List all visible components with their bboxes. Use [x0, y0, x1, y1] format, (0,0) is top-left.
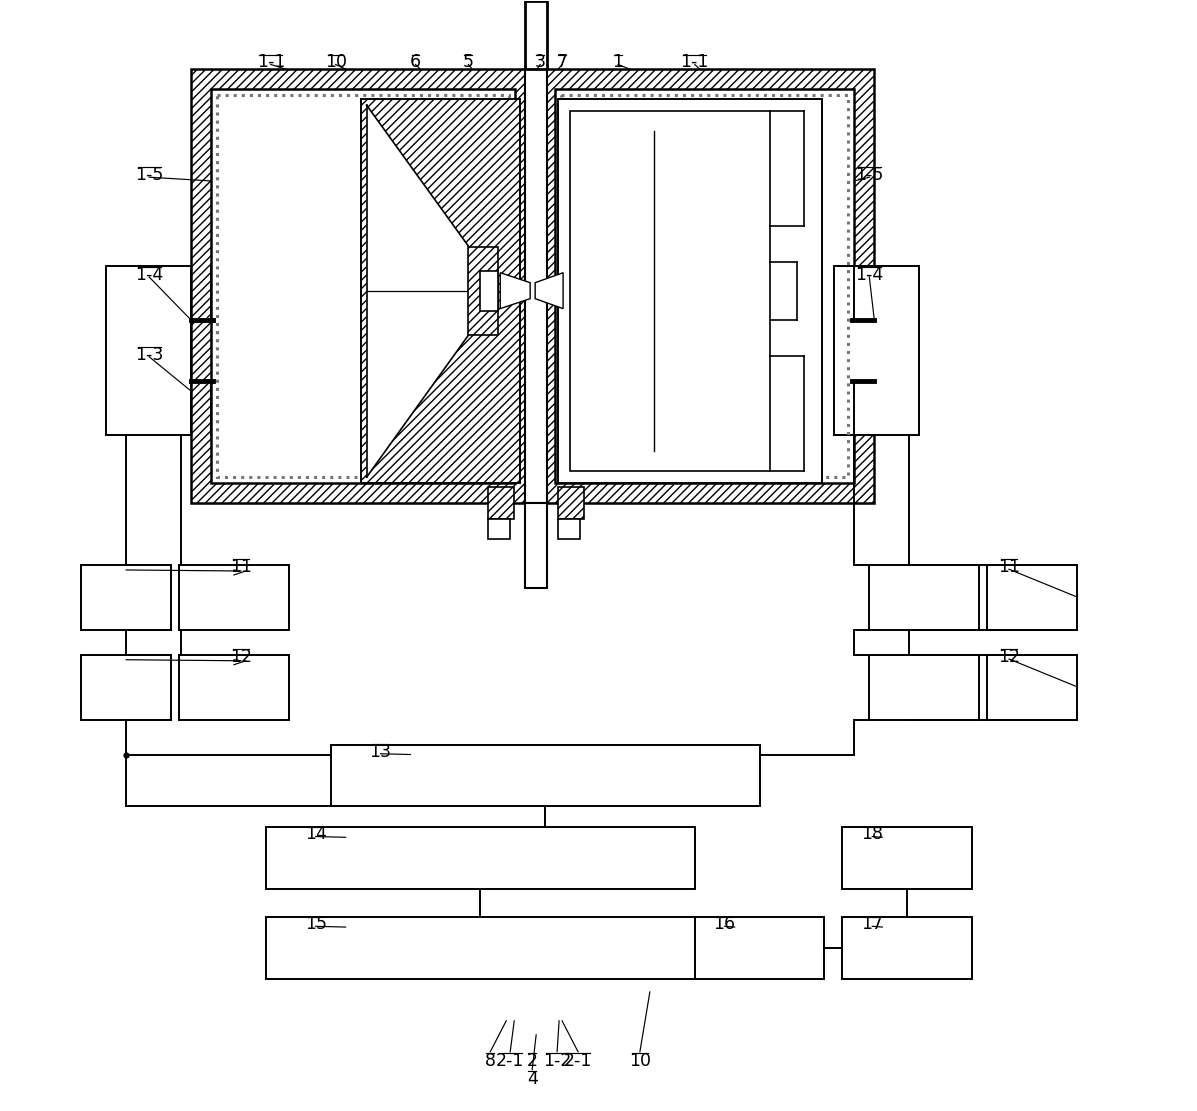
Bar: [180, 654, 288, 720]
Text: 1-4: 1-4: [135, 266, 163, 283]
Bar: [488, 519, 510, 539]
Bar: [988, 654, 1077, 720]
Polygon shape: [535, 272, 563, 309]
Bar: [192, 69, 535, 503]
Bar: [468, 247, 498, 334]
Bar: [558, 99, 822, 483]
Text: 12: 12: [230, 648, 251, 665]
Text: 2-1: 2-1: [496, 1052, 524, 1070]
Bar: [107, 266, 192, 436]
Text: 10: 10: [628, 1052, 651, 1070]
Bar: [525, 69, 547, 503]
Bar: [869, 654, 979, 720]
Bar: [81, 654, 171, 720]
Text: 6: 6: [409, 53, 421, 71]
Text: 2: 2: [527, 1052, 537, 1070]
Text: 1-2: 1-2: [543, 1052, 571, 1070]
Bar: [988, 565, 1077, 630]
Text: 4: 4: [527, 1070, 537, 1088]
Text: 17: 17: [862, 915, 883, 933]
Text: 16: 16: [713, 915, 736, 933]
Text: 15: 15: [305, 915, 327, 933]
Polygon shape: [500, 272, 530, 309]
Text: 1-4: 1-4: [855, 266, 883, 283]
Bar: [694, 917, 825, 979]
Text: 2-1: 2-1: [564, 1052, 593, 1070]
Text: 5: 5: [463, 53, 474, 71]
Text: 11: 11: [230, 558, 251, 575]
Text: 13: 13: [370, 742, 391, 761]
Bar: [81, 565, 171, 630]
Bar: [843, 917, 972, 979]
Bar: [180, 565, 288, 630]
Bar: [558, 519, 581, 539]
Bar: [525, 503, 547, 588]
Text: 7: 7: [557, 53, 567, 71]
Bar: [869, 565, 979, 630]
Bar: [217, 96, 509, 478]
Bar: [480, 271, 498, 311]
Text: 1-5: 1-5: [135, 166, 163, 184]
Bar: [561, 96, 849, 478]
Text: 8: 8: [485, 1052, 496, 1070]
Bar: [525, 1, 547, 69]
Text: 11: 11: [998, 558, 1020, 575]
Text: 1: 1: [613, 53, 624, 71]
Bar: [843, 828, 972, 889]
Text: 14: 14: [305, 825, 327, 843]
Bar: [266, 828, 694, 889]
Bar: [555, 89, 855, 483]
Text: 1-3: 1-3: [135, 346, 163, 363]
Text: 12: 12: [998, 648, 1020, 665]
Bar: [834, 266, 919, 436]
Text: 18: 18: [862, 825, 883, 843]
Text: 3: 3: [535, 53, 546, 71]
Polygon shape: [366, 106, 470, 478]
Bar: [211, 89, 515, 483]
Bar: [330, 744, 760, 807]
Text: 1-5: 1-5: [855, 166, 883, 184]
Bar: [266, 917, 694, 979]
Text: 1-1: 1-1: [681, 53, 709, 71]
Text: 10: 10: [324, 53, 347, 71]
Bar: [570, 111, 770, 471]
Bar: [360, 99, 521, 483]
Bar: [558, 487, 584, 519]
Text: 1-1: 1-1: [256, 53, 285, 71]
Bar: [535, 69, 874, 503]
Bar: [488, 487, 515, 519]
